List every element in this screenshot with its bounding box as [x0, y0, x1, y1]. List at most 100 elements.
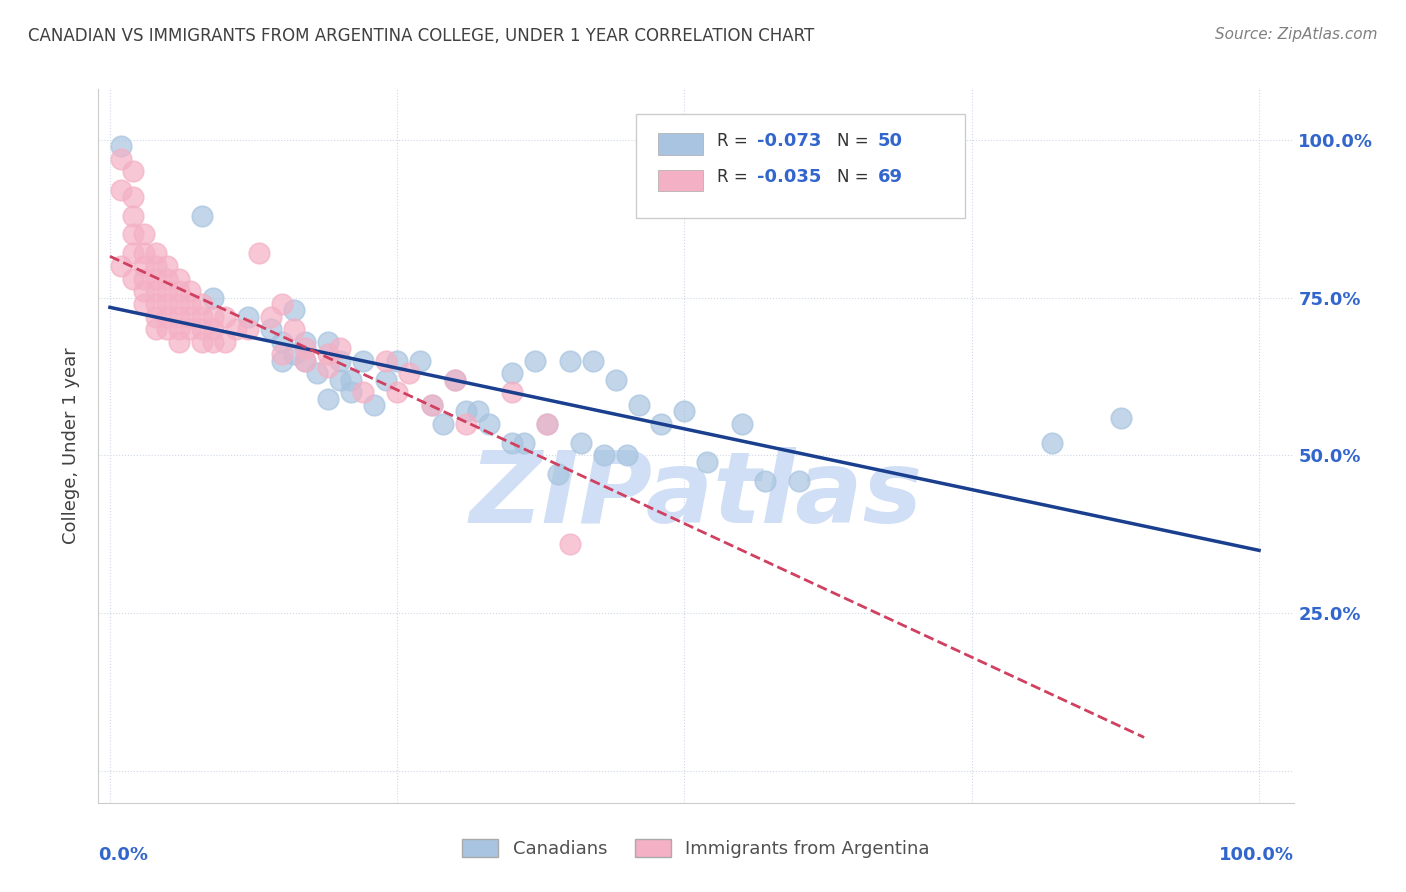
- Point: [122, 246, 145, 260]
- Point: [156, 271, 179, 285]
- Point: [202, 334, 225, 349]
- Point: [650, 417, 672, 431]
- Point: [110, 152, 132, 166]
- Point: [501, 435, 523, 450]
- Point: [122, 164, 145, 178]
- Point: [581, 353, 603, 368]
- Point: [122, 227, 145, 242]
- Point: [202, 291, 225, 305]
- Point: [110, 139, 132, 153]
- Point: [145, 246, 167, 260]
- Point: [569, 435, 592, 450]
- Point: [145, 259, 167, 273]
- Point: [478, 417, 501, 431]
- Point: [247, 246, 270, 260]
- Point: [167, 285, 190, 299]
- Point: [202, 322, 225, 336]
- Point: [202, 310, 225, 324]
- Point: [627, 398, 650, 412]
- Point: [236, 322, 259, 336]
- Point: [305, 367, 328, 381]
- Point: [420, 398, 443, 412]
- Point: [145, 285, 167, 299]
- FancyBboxPatch shape: [658, 169, 703, 191]
- Point: [191, 209, 214, 223]
- Point: [134, 259, 156, 273]
- Text: -0.073: -0.073: [756, 132, 821, 150]
- Point: [385, 353, 409, 368]
- Point: [134, 271, 156, 285]
- Point: [191, 322, 214, 336]
- Point: [145, 271, 167, 285]
- Point: [122, 189, 145, 203]
- Point: [271, 353, 294, 368]
- Point: [558, 353, 581, 368]
- Point: [789, 474, 811, 488]
- Point: [443, 373, 465, 387]
- Point: [110, 259, 132, 273]
- Point: [558, 537, 581, 551]
- Point: [316, 392, 339, 406]
- Point: [374, 373, 396, 387]
- Text: R =: R =: [717, 168, 754, 186]
- Point: [731, 417, 754, 431]
- Point: [122, 209, 145, 223]
- Point: [352, 353, 374, 368]
- FancyBboxPatch shape: [658, 134, 703, 155]
- Point: [329, 341, 352, 355]
- Point: [191, 297, 214, 311]
- Point: [340, 373, 363, 387]
- Point: [696, 455, 718, 469]
- Point: [156, 259, 179, 273]
- Point: [1109, 410, 1132, 425]
- Y-axis label: College, Under 1 year: College, Under 1 year: [62, 348, 80, 544]
- Text: N =: N =: [837, 132, 875, 150]
- Point: [156, 310, 179, 324]
- Point: [616, 449, 638, 463]
- Point: [167, 271, 190, 285]
- Point: [260, 322, 283, 336]
- Point: [179, 310, 201, 324]
- Point: [156, 285, 179, 299]
- FancyBboxPatch shape: [637, 114, 965, 218]
- Point: [512, 435, 534, 450]
- Point: [524, 353, 547, 368]
- Text: 69: 69: [877, 168, 903, 186]
- Point: [214, 310, 236, 324]
- Text: 50: 50: [877, 132, 903, 150]
- Point: [179, 322, 201, 336]
- Point: [236, 310, 259, 324]
- Point: [134, 246, 156, 260]
- Point: [122, 271, 145, 285]
- Point: [294, 334, 316, 349]
- Text: ZIPatlas: ZIPatlas: [470, 448, 922, 544]
- Point: [420, 398, 443, 412]
- Point: [398, 367, 420, 381]
- Legend: Canadians, Immigrants from Argentina: Canadians, Immigrants from Argentina: [456, 831, 936, 865]
- Point: [593, 449, 616, 463]
- Point: [271, 334, 294, 349]
- Text: -0.035: -0.035: [756, 168, 821, 186]
- Point: [316, 347, 339, 361]
- Point: [191, 310, 214, 324]
- Point: [456, 404, 478, 418]
- Point: [294, 353, 316, 368]
- Point: [443, 373, 465, 387]
- Text: 0.0%: 0.0%: [98, 846, 149, 863]
- Point: [271, 297, 294, 311]
- Point: [283, 322, 305, 336]
- Point: [145, 310, 167, 324]
- Point: [110, 183, 132, 197]
- Text: R =: R =: [717, 132, 754, 150]
- Point: [167, 297, 190, 311]
- Point: [432, 417, 454, 431]
- Point: [191, 334, 214, 349]
- Point: [374, 353, 396, 368]
- Text: CANADIAN VS IMMIGRANTS FROM ARGENTINA COLLEGE, UNDER 1 YEAR CORRELATION CHART: CANADIAN VS IMMIGRANTS FROM ARGENTINA CO…: [28, 27, 814, 45]
- Point: [271, 347, 294, 361]
- Point: [156, 297, 179, 311]
- Point: [467, 404, 489, 418]
- Point: [179, 285, 201, 299]
- Point: [214, 334, 236, 349]
- Point: [179, 297, 201, 311]
